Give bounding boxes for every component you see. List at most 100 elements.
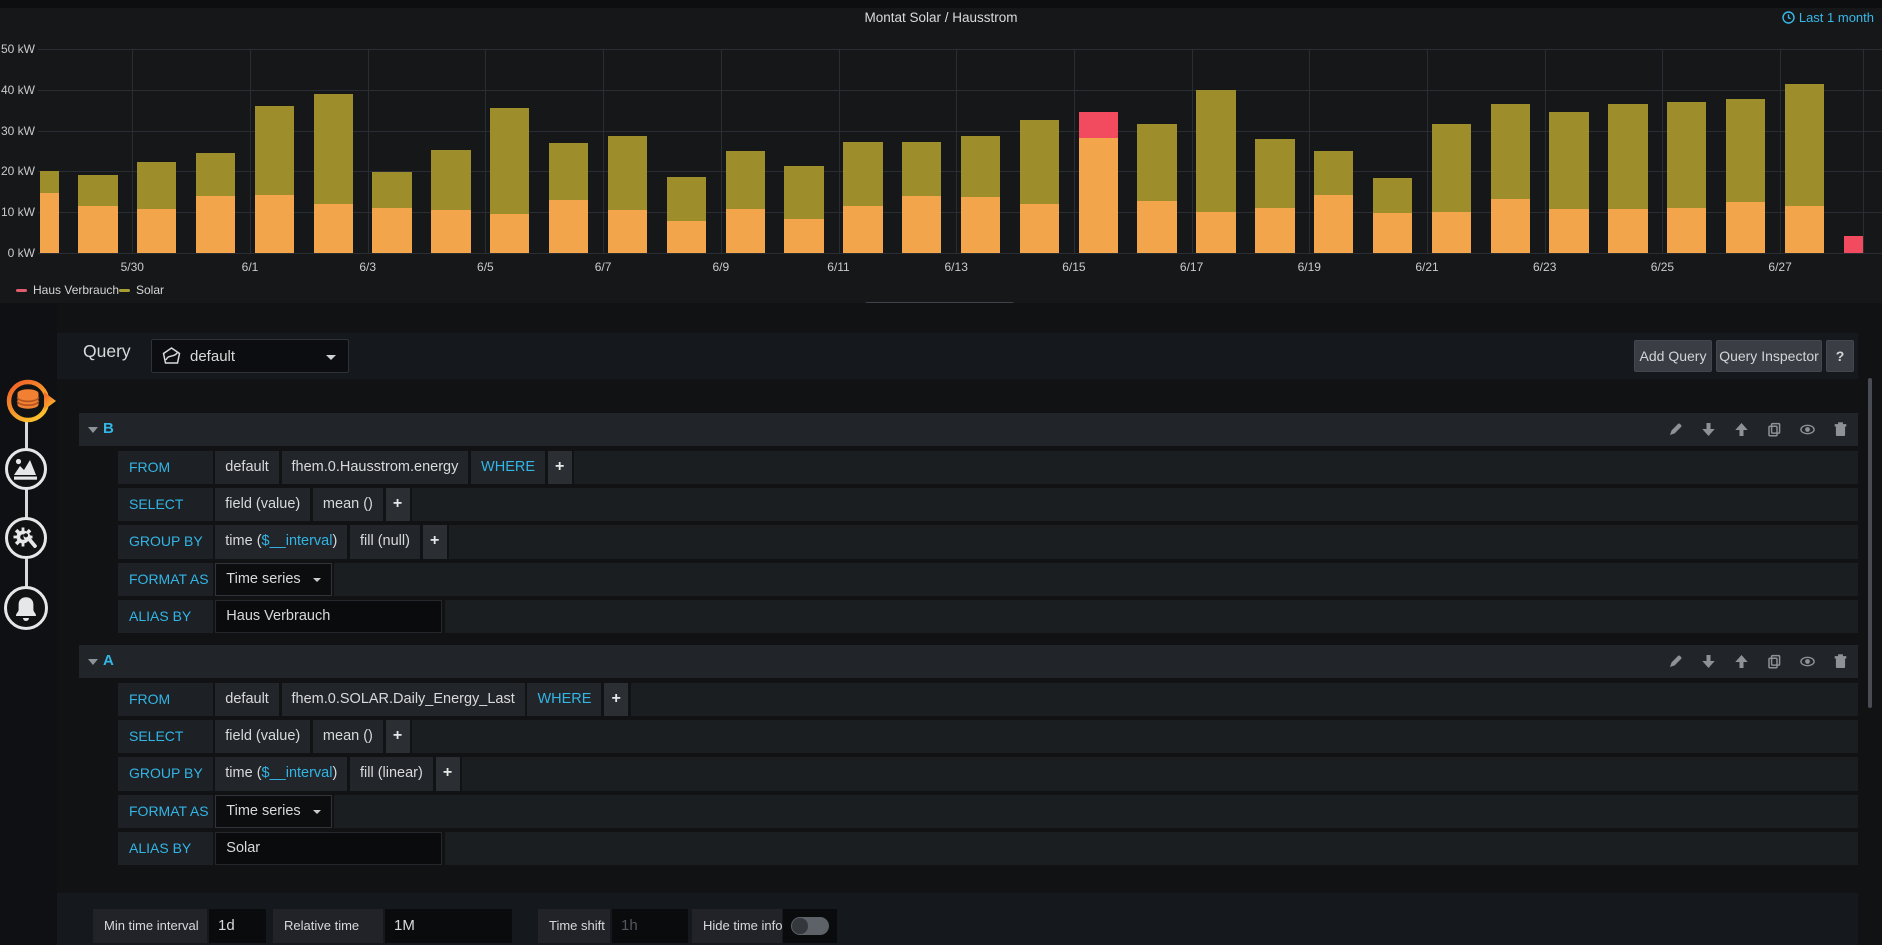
duplicate-icon[interactable] (1767, 654, 1782, 669)
row-label: FROM (118, 682, 213, 717)
query-part[interactable]: time ($__interval) (215, 757, 348, 791)
query-part[interactable]: field (value) (215, 720, 311, 754)
collapse-caret-icon[interactable] (88, 427, 98, 433)
hide-time-info-toggle[interactable] (783, 909, 837, 943)
bar-overlap-6/3 (372, 207, 412, 253)
query-part[interactable]: mean () (312, 488, 383, 522)
toggle-visibility-icon[interactable] (1800, 422, 1815, 437)
duplicate-icon[interactable] (1767, 422, 1782, 437)
add-part-button[interactable]: + (385, 720, 410, 754)
bar-overlap-6/19 (1314, 194, 1354, 253)
add-query-button[interactable]: Add Query (1634, 340, 1712, 372)
bar-solar-6/9 (725, 151, 765, 210)
general-tab-icon[interactable] (4, 516, 48, 560)
bar-solar-6/23 (1549, 111, 1589, 210)
where-clause[interactable]: WHERE (471, 450, 546, 485)
query-B-row-select: SELECT field (value) mean () + (118, 488, 1858, 522)
bar-solar-6/26 (1725, 98, 1766, 202)
legend-color-solar (119, 288, 130, 292)
gridline-horizontal (38, 171, 1882, 173)
bar-haus-6/28 (1843, 236, 1863, 253)
gridline-horizontal (38, 130, 1882, 132)
time-range-picker[interactable]: Last 1 month (1782, 10, 1874, 25)
gridline-vertical (1544, 49, 1546, 253)
bar-overlap-6/5 (490, 214, 530, 253)
query-part[interactable]: default (215, 450, 279, 485)
move-down-icon[interactable] (1701, 654, 1716, 669)
collapse-caret-icon[interactable] (88, 659, 98, 665)
help-button[interactable]: ? (1826, 340, 1854, 372)
gridline-vertical (367, 49, 369, 253)
add-part-button[interactable]: + (385, 488, 410, 522)
query-part[interactable]: time ($__interval) (215, 525, 348, 559)
add-part-button[interactable]: + (435, 757, 460, 791)
bar-overlap-5/30 (137, 208, 177, 253)
query-letter: A (103, 652, 114, 669)
query-B-row-alias-by: ALIAS BY Haus Verbrauch (118, 599, 1858, 634)
edit-icon[interactable] (1668, 422, 1683, 437)
bar-solar-6/4 (431, 150, 471, 210)
delete-icon[interactable] (1833, 422, 1848, 437)
bar-solar-6/12 (902, 142, 942, 196)
query-part[interactable]: fhem.0.Hausstrom.energy (281, 450, 469, 485)
legend-item-haus-verbrauch[interactable]: Haus Verbrauch (16, 283, 119, 297)
gridline-vertical (1662, 49, 1664, 253)
alert-tab-icon[interactable] (3, 584, 49, 632)
delete-icon[interactable] (1833, 654, 1848, 669)
alias-by-input[interactable]: Solar (215, 831, 443, 866)
edit-icon[interactable] (1668, 654, 1683, 669)
query-part[interactable]: fill (null) (350, 525, 420, 559)
bar-solar-6/22 (1490, 104, 1530, 199)
add-part-button[interactable]: + (547, 450, 572, 485)
scrollbar-thumb[interactable] (1868, 378, 1872, 708)
query-part[interactable]: fhem.0.SOLAR.Daily_Energy_Last (281, 682, 525, 717)
query-B-row-format-as: FORMAT AS Time series (118, 562, 1858, 596)
visualization-tab-icon[interactable] (4, 447, 48, 491)
add-part-button[interactable]: + (422, 525, 447, 559)
query-part[interactable]: fill (linear) (350, 757, 433, 791)
panel-title: Montat Solar / Hausstrom (864, 10, 1018, 25)
time-shift-input[interactable]: 1h (612, 909, 688, 943)
row-label: GROUP BY (118, 757, 213, 791)
row-filler (444, 831, 1858, 866)
top-strip (0, 0, 1882, 8)
min-time-interval-input[interactable]: 1d (209, 909, 266, 943)
legend-item-solar[interactable]: Solar (119, 283, 164, 297)
where-clause[interactable]: WHERE (527, 682, 602, 717)
query-B-row-from: FROM default fhem.0.Hausstrom.energy WHERE + (118, 450, 1858, 485)
bar-solar-6/5 (490, 108, 530, 215)
relative-time-input[interactable]: 1M (385, 909, 512, 943)
x-axis-label: 6/11 (827, 259, 850, 274)
format-as-select[interactable]: Time series (215, 562, 332, 596)
move-down-icon[interactable] (1701, 422, 1716, 437)
query-part[interactable]: default (215, 682, 279, 717)
row-filler (412, 488, 1858, 522)
toggle-visibility-icon[interactable] (1800, 654, 1815, 669)
datasource-picker[interactable]: default (151, 339, 349, 373)
add-part-button[interactable]: + (604, 682, 629, 717)
x-axis-label: 6/5 (477, 259, 494, 274)
bar-overlap-6/26 (1725, 201, 1766, 253)
row-filler (574, 450, 1858, 485)
query-part[interactable]: mean () (312, 720, 383, 754)
query-inspector-button[interactable]: Query Inspector (1716, 340, 1822, 372)
alias-by-input[interactable]: Haus Verbrauch (215, 599, 443, 634)
query-row-header-A[interactable]: A (79, 645, 1858, 678)
format-as-select[interactable]: Time series (215, 794, 332, 828)
x-axis-label: 6/23 (1533, 259, 1557, 274)
row-label: SELECT (118, 488, 213, 522)
move-up-icon[interactable] (1734, 654, 1749, 669)
x-axis-label: 6/9 (712, 259, 730, 274)
queries-tab-icon[interactable] (4, 376, 56, 426)
row-label: SELECT (118, 720, 213, 754)
gridline-vertical (1309, 49, 1311, 253)
bar-solar-6/24 (1608, 103, 1648, 209)
query-row-header-B[interactable]: B (79, 413, 1858, 446)
x-axis-label: 6/17 (1179, 259, 1204, 274)
move-up-icon[interactable] (1734, 422, 1749, 437)
query-part[interactable]: field (value) (215, 488, 311, 522)
row-label: FROM (118, 450, 213, 485)
bar-solar-5/29 (78, 175, 118, 206)
bar-overlap-6/10 (784, 218, 824, 253)
bar-solar-6/16 (1137, 124, 1177, 202)
